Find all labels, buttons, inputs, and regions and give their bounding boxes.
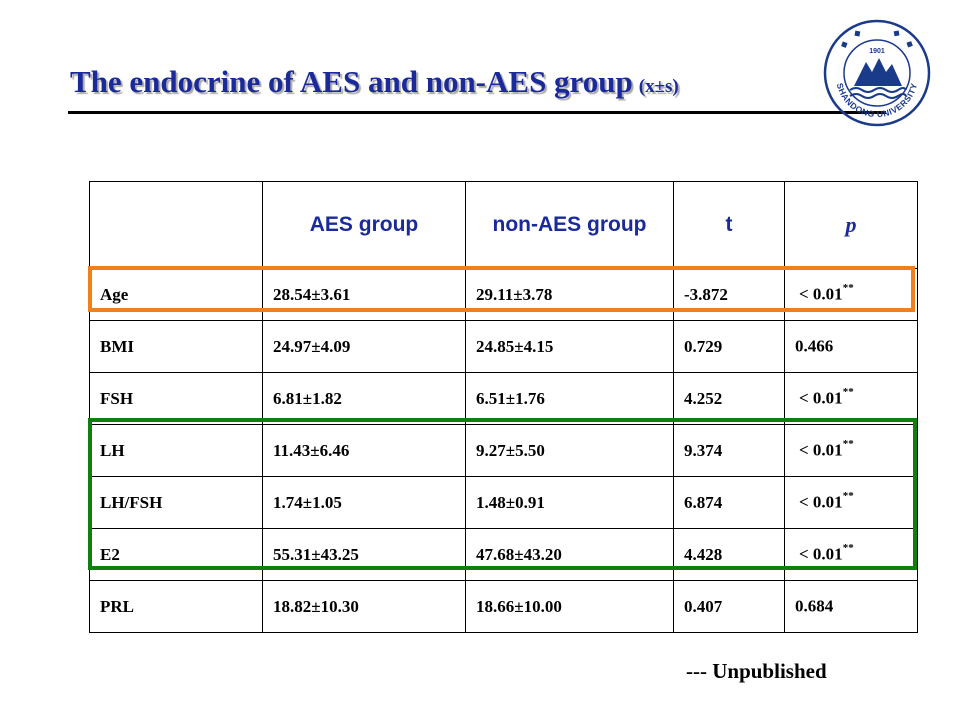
header-p: p — [784, 181, 918, 269]
non-aes-value: 6.51±1.76 — [465, 372, 674, 425]
logo-year: 1901 — [869, 48, 885, 55]
table-row: E2 55.31±43.25 47.68±43.20 4.428 < 0.01*… — [89, 528, 918, 581]
table-row: FSH 6.81±1.82 6.51±1.76 4.252 < 0.01** — [89, 372, 918, 425]
header-t: t — [673, 181, 785, 269]
aes-value: 1.74±1.05 — [262, 476, 466, 529]
endocrine-table: AES group non-AES group t p Age 28.54±3.… — [89, 181, 918, 633]
significance-mark: ** — [842, 490, 854, 503]
table-row: PRL 18.82±10.30 18.66±10.00 0.407 0.684 — [89, 580, 918, 633]
p-value: < 0.01 — [799, 492, 843, 512]
aes-value: 11.43±6.46 — [262, 424, 466, 477]
p-value-cell: < 0.01** — [784, 476, 918, 529]
p-value: < 0.01 — [799, 284, 843, 304]
slide-title: The endocrine of AES and non-AES group (x… — [70, 64, 679, 100]
header-aes: AES group — [262, 181, 466, 269]
table-row: BMI 24.97±4.09 24.85±4.15 0.729 0.466 — [89, 320, 918, 373]
row-label: PRL — [89, 580, 263, 633]
aes-value: 55.31±43.25 — [262, 528, 466, 581]
p-value-cell: < 0.01** — [784, 424, 918, 477]
non-aes-value: 18.66±10.00 — [465, 580, 674, 633]
slide-title-sub: (x±s) — [638, 76, 679, 97]
slide-title-text: The endocrine of AES and non-AES group — [70, 64, 633, 99]
significance-mark: ** — [842, 542, 854, 555]
p-value: < 0.01 — [799, 388, 843, 408]
t-value: 0.407 — [673, 580, 785, 633]
t-value: 0.729 — [673, 320, 785, 373]
non-aes-value: 24.85±4.15 — [465, 320, 674, 373]
aes-value: 24.97±4.09 — [262, 320, 466, 373]
non-aes-value: 29.11±3.78 — [465, 268, 674, 321]
header-non-aes: non-AES group — [465, 181, 674, 269]
table-row: LH/FSH 1.74±1.05 1.48±0.91 6.874 < 0.01*… — [89, 476, 918, 529]
significance-mark: ** — [842, 438, 854, 451]
header-row: AES group non-AES group t p — [89, 181, 918, 269]
p-value-cell: < 0.01** — [784, 372, 918, 425]
age-highlight-box — [88, 266, 915, 312]
aes-value: 18.82±10.30 — [262, 580, 466, 633]
row-label: FSH — [89, 372, 263, 425]
unpublished-note: --- Unpublished — [686, 659, 827, 683]
non-aes-value: 1.48±0.91 — [465, 476, 674, 529]
p-value: 0.466 — [795, 336, 834, 356]
p-value-cell: 0.684 — [784, 580, 918, 633]
significance-mark: ** — [842, 386, 854, 399]
p-value: 0.684 — [795, 596, 834, 616]
p-value: < 0.01 — [799, 544, 843, 564]
t-value: 4.252 — [673, 372, 785, 425]
table-row: Age 28.54±3.61 29.11±3.78 -3.872 < 0.01*… — [89, 268, 918, 321]
title-underline — [68, 111, 886, 114]
significance-mark: ** — [842, 282, 854, 295]
p-value: < 0.01 — [799, 440, 843, 460]
t-value: 4.428 — [673, 528, 785, 581]
hormone-highlight-box — [88, 418, 917, 570]
header-blank — [89, 181, 263, 269]
row-label: E2 — [89, 528, 263, 581]
aes-value: 6.81±1.82 — [262, 372, 466, 425]
p-value-cell: < 0.01** — [784, 528, 918, 581]
university-logo: SHANDONG UNIVERSITY 1901 — [823, 19, 931, 127]
row-label: BMI — [89, 320, 263, 373]
p-value-cell: 0.466 — [784, 320, 918, 373]
non-aes-value: 9.27±5.50 — [465, 424, 674, 477]
